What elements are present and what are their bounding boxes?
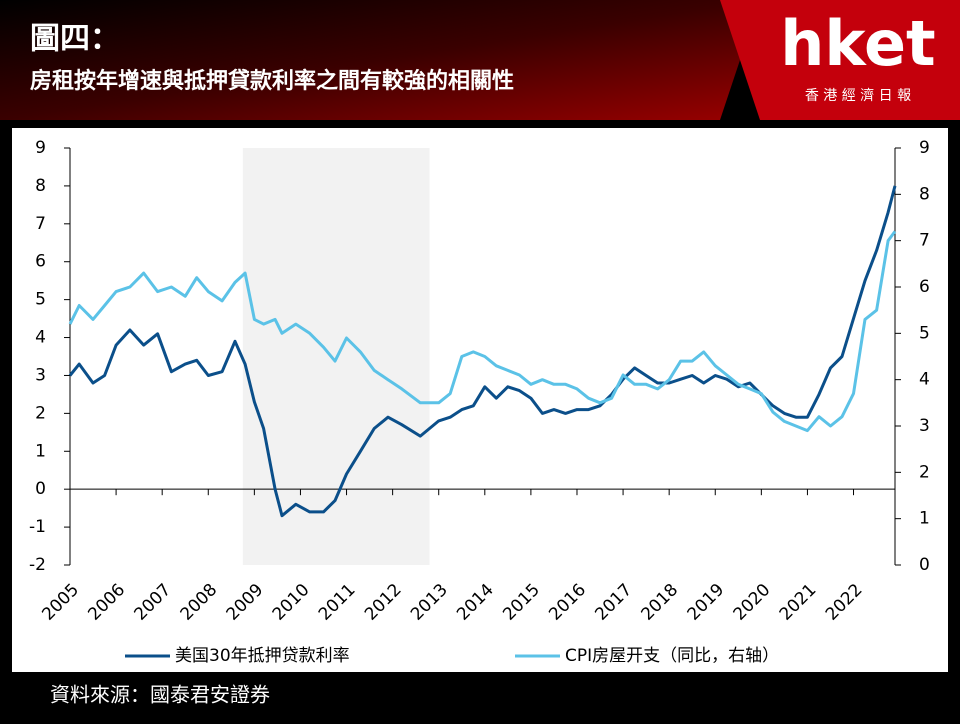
brand-logo: hket (780, 7, 935, 80)
subtitle: 房租按年增速與抵押貸款利率之間有較強的相關性 (30, 68, 514, 94)
y-tick-label: -2 (29, 555, 46, 575)
y2-tick-label: 5 (919, 323, 930, 343)
legend-label: CPI房屋开支（同比，右轴） (565, 646, 779, 666)
source: 資料來源：國泰君安證券 (50, 683, 270, 707)
series-line (68, 230, 897, 433)
y-tick-label: 8 (35, 176, 46, 196)
header-band (0, 0, 760, 120)
y2-tick-label: 0 (919, 555, 930, 575)
y2-tick-label: 2 (919, 462, 930, 482)
y2-tick-label: 1 (919, 509, 930, 529)
y2-tick-label: 9 (919, 138, 930, 158)
y-tick-label: 5 (35, 290, 46, 310)
title: 圖四： (30, 22, 120, 57)
y2-tick-label: 4 (919, 370, 930, 390)
brand-name: 香 港 經 濟 日 報 (805, 88, 911, 104)
legend-label: 美国30年抵押贷款利率 (175, 646, 350, 666)
y-tick-label: 6 (35, 252, 46, 272)
brand-band (720, 0, 960, 120)
y2-tick-label: 3 (919, 416, 930, 436)
y-tick-label: -1 (29, 517, 46, 537)
y-tick-label: 7 (35, 214, 46, 234)
y-tick-label: 9 (35, 138, 46, 158)
y2-tick-label: 7 (919, 231, 930, 251)
y2-tick-label: 6 (919, 277, 930, 297)
y-tick-label: 2 (35, 403, 46, 423)
y-tick-label: 4 (35, 328, 46, 348)
chart-panel (12, 128, 948, 672)
y-tick-label: 1 (35, 441, 46, 461)
y-tick-label: 3 (35, 365, 46, 385)
y-tick-label: 0 (35, 479, 46, 499)
y2-tick-label: 8 (919, 184, 930, 204)
